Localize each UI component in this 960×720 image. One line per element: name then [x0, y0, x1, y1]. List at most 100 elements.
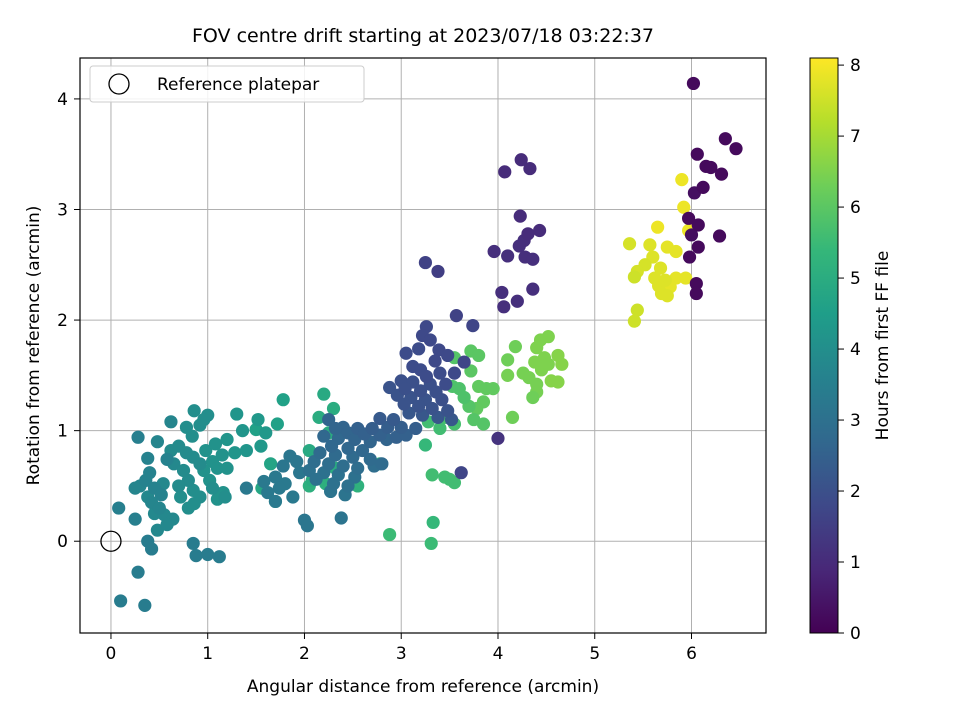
colorbar-tick-label: 2 — [850, 482, 861, 502]
scatter-point — [160, 452, 174, 466]
x-tick-label: 0 — [106, 644, 117, 664]
colorbar: 0 1 2 3 4 5 6 7 8 Hours from first FF file — [809, 56, 893, 644]
scatter-point — [143, 466, 157, 480]
scatter-point — [714, 167, 729, 181]
scatter-point — [712, 229, 727, 243]
scatter-point — [193, 457, 207, 471]
scatter-point — [497, 300, 511, 314]
scatter-point — [239, 481, 254, 495]
scatter-point — [131, 430, 145, 444]
scatter-point — [276, 459, 290, 473]
scatter-point — [528, 355, 542, 369]
scatter-point — [128, 481, 142, 495]
scatter-point — [512, 239, 526, 253]
scatter-point — [412, 342, 426, 356]
scatter-point — [230, 407, 244, 421]
scatter-point — [164, 415, 178, 429]
scatter-point — [398, 382, 412, 396]
scatter-point — [486, 382, 500, 396]
scatter-point — [541, 357, 555, 371]
scatter-point — [251, 412, 265, 427]
scatter-point — [375, 457, 389, 471]
scatter-point — [268, 494, 283, 509]
x-tick-label: 6 — [686, 644, 697, 664]
scatter-point — [386, 412, 401, 427]
scatter-point — [154, 488, 168, 502]
scatter-point — [317, 429, 331, 443]
scatter-point — [675, 173, 689, 187]
scatter-point — [541, 330, 555, 344]
scatter-point — [514, 153, 528, 167]
scatter-point — [419, 369, 433, 384]
colorbar-tick-label: 3 — [850, 411, 861, 431]
scatter-point — [138, 598, 152, 612]
scatter-point — [160, 518, 174, 532]
scatter-point — [128, 512, 142, 526]
scatter-point — [254, 439, 268, 453]
scatter-point — [259, 426, 273, 440]
scatter-point — [555, 357, 569, 371]
legend-reference-marker — [108, 73, 130, 95]
scatter-point — [351, 461, 365, 475]
scatter-point — [144, 542, 159, 556]
scatter-point — [696, 180, 710, 194]
scatter-point — [328, 421, 343, 436]
scatter-point — [441, 348, 455, 363]
scatter-point — [174, 490, 188, 504]
scatter-point — [114, 594, 128, 608]
colorbar-label: Hours from first FF file — [873, 251, 893, 441]
scatter-point — [660, 289, 674, 303]
scatter-point — [187, 404, 201, 418]
scatter-point — [300, 519, 314, 533]
scatter-point — [218, 490, 232, 504]
scatter-point — [718, 132, 732, 146]
scatter-point — [498, 165, 512, 179]
scatter-point — [409, 421, 423, 436]
scatter-point — [131, 565, 145, 579]
scatter-point — [526, 390, 540, 405]
scatter-point — [363, 452, 377, 466]
scatter-point — [383, 527, 397, 542]
scatter-point — [286, 490, 300, 504]
scatter-point — [491, 431, 505, 445]
chart-title: FOV centre drift starting at 2023/07/18 … — [192, 25, 654, 47]
scatter-point — [172, 479, 186, 493]
scatter-point — [454, 466, 468, 480]
x-tick-label: 1 — [202, 644, 213, 664]
scatter-point — [187, 497, 201, 511]
x-tick-label: 3 — [396, 644, 407, 664]
scatter-point — [501, 353, 515, 367]
scatter-point — [508, 340, 523, 354]
scatter-point — [326, 477, 341, 491]
y-tick-label: 4 — [57, 90, 68, 110]
scatter-point — [197, 412, 211, 427]
y-axis-label: Rotation from reference (arcmin) — [24, 206, 44, 486]
scatter-point — [551, 375, 565, 389]
scatter-point — [355, 443, 370, 458]
scatter-point — [691, 240, 705, 254]
colorbar-tick-label: 6 — [850, 198, 861, 218]
scatter-point — [186, 536, 200, 551]
scatter-point — [257, 474, 271, 489]
scatter-point — [682, 250, 697, 264]
scatter-point — [235, 424, 250, 438]
scatter-point — [505, 410, 520, 424]
scatter-point — [373, 411, 387, 426]
scatter-point — [341, 479, 355, 493]
scatter-point — [412, 399, 426, 413]
legend-box — [89, 65, 365, 103]
scatter-point — [679, 271, 693, 285]
scatter-point — [669, 244, 683, 259]
scatter-point — [630, 303, 644, 317]
y-tick-label: 2 — [57, 311, 68, 331]
y-tick-label: 3 — [57, 200, 68, 220]
scatter-point — [526, 252, 540, 266]
scatter-point — [441, 404, 455, 418]
scatter-point — [189, 548, 203, 563]
scatter-point — [425, 401, 439, 416]
scatter-point — [495, 285, 509, 300]
scatter-point — [397, 397, 411, 411]
scatter-point — [501, 249, 515, 263]
colorbar-gradient — [809, 57, 839, 634]
scatter-point — [651, 220, 665, 234]
